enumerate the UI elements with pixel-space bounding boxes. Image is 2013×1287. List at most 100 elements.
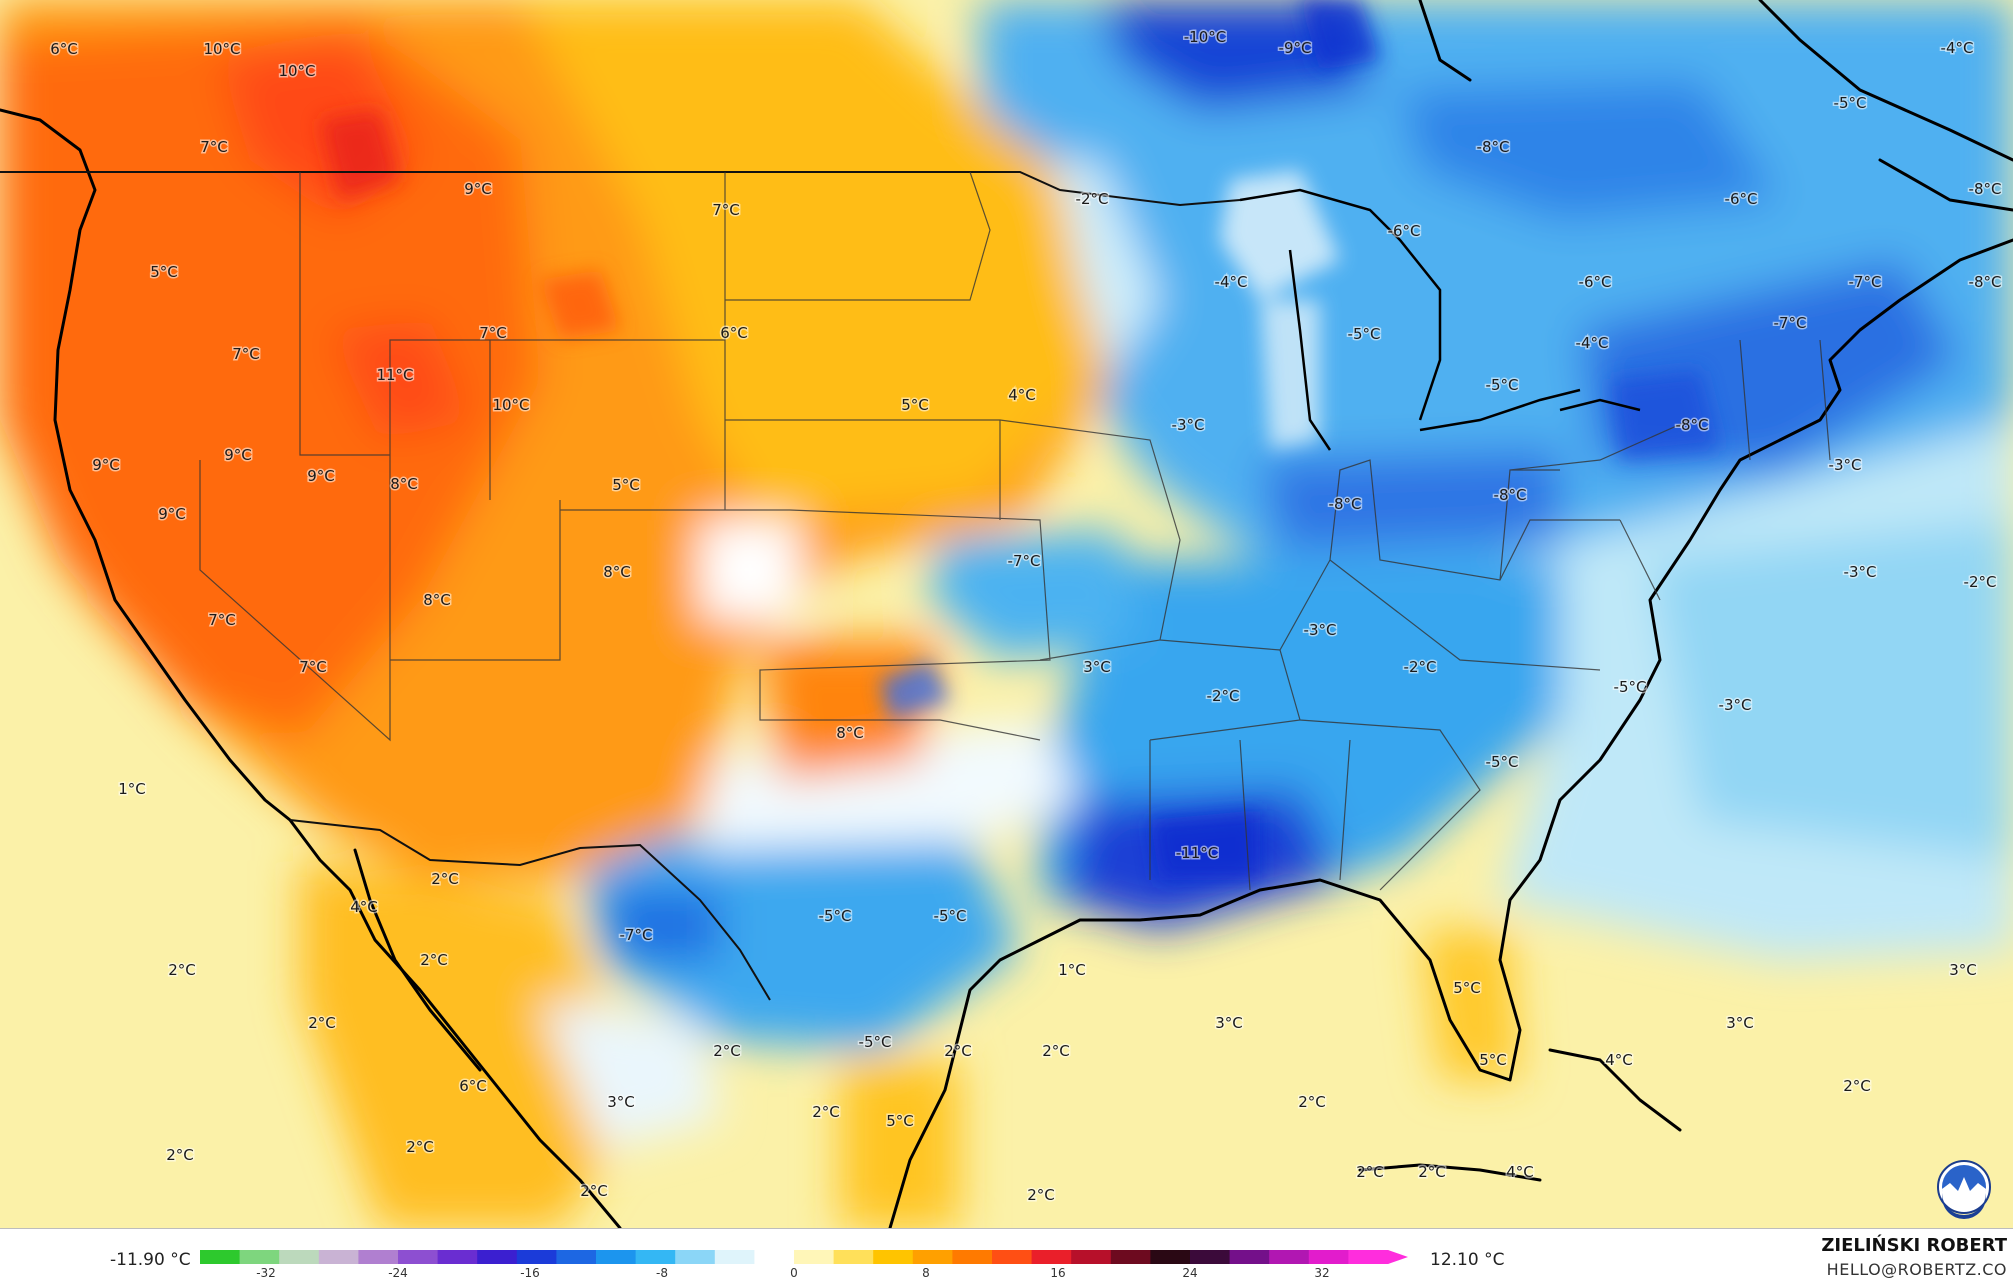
color-scale-segment [1190, 1250, 1231, 1264]
legend-footer: -11.90 °C -32 -24 -16 -8 0 8 16 24 32 12.10 °C Z… [0, 1228, 2013, 1287]
color-scale-segment [516, 1250, 557, 1264]
temperature-label-halo: 7°C [299, 658, 327, 676]
temperature-label: 4°C [350, 898, 378, 916]
temperature-label-halo: 5°C [612, 476, 640, 494]
temperature-label: -4°C [1941, 39, 1974, 57]
temperature-label: 9°C [224, 446, 252, 464]
temperature-label-halo: 5°C [886, 1112, 914, 1130]
temperature-label-halo: 2°C [406, 1138, 434, 1156]
temperature-label-halo: 2°C [1418, 1163, 1446, 1181]
temperature-label: 5°C [612, 476, 640, 494]
temperature-label: -10°C [1184, 28, 1226, 46]
color-scale-tick-label: 0 [790, 1266, 798, 1280]
temperature-label-halo: 6°C [720, 324, 748, 342]
temperature-label-halo: 1°C [118, 780, 146, 798]
color-scale-segment [1348, 1250, 1389, 1264]
temperature-label: -5°C [1348, 325, 1381, 343]
temperature-label: 2°C [308, 1014, 336, 1032]
color-scale-tick-label: 16 [1050, 1266, 1065, 1280]
temperature-label: -5°C [859, 1033, 892, 1051]
temperature-label: 7°C [299, 658, 327, 676]
temperature-label: 11°C [376, 366, 413, 384]
temperature-label-halo: -4°C [1941, 39, 1974, 57]
temperature-label: -3°C [1304, 621, 1337, 639]
color-scale-tick-label: -24 [388, 1266, 408, 1280]
temperature-label: -4°C [1576, 334, 1609, 352]
color-scale-segment [794, 1250, 835, 1264]
temperature-label: 2°C [1027, 1186, 1055, 1204]
color-scale-segment [952, 1250, 993, 1264]
temperature-label: -8°C [1969, 180, 2002, 198]
temperature-label-halo: -3°C [1304, 621, 1337, 639]
temperature-label-halo: -6°C [1579, 273, 1612, 291]
color-scale-segment [1308, 1250, 1349, 1264]
temperature-label-halo: 3°C [1726, 1014, 1754, 1032]
temperature-label: -2°C [1076, 190, 1109, 208]
temperature-label: 10°C [492, 396, 529, 414]
temperature-label: -2°C [1404, 658, 1437, 676]
temperature-label-halo: 11°C [376, 366, 413, 384]
temperature-label-halo: -8°C [1477, 138, 1510, 156]
temperature-label-halo: -2°C [1076, 190, 1109, 208]
temperature-label: 8°C [390, 475, 418, 493]
temperature-label-halo: -10°C [1184, 28, 1226, 46]
temperature-label-halo: -6°C [1388, 222, 1421, 240]
temperature-label-halo: -5°C [1614, 678, 1647, 696]
temperature-label-halo: 2°C [713, 1042, 741, 1060]
temperature-label-halo: -8°C [1329, 495, 1362, 513]
color-scale-tick-label: -32 [256, 1266, 276, 1280]
color-scale-segment [437, 1250, 478, 1264]
temperature-label: -6°C [1725, 190, 1758, 208]
temperature-label: -4°C [1215, 273, 1248, 291]
temperature-label-halo: 4°C [1506, 1163, 1534, 1181]
temperature-label: -11°C [1176, 844, 1218, 862]
temperature-label: 9°C [158, 505, 186, 523]
temperature-label: -3°C [1844, 563, 1877, 581]
temperature-label-halo: -8°C [1969, 273, 2002, 291]
us-border [0, 171, 1241, 1001]
temperature-label-halo: 2°C [944, 1042, 972, 1060]
color-scale-tick-label: -16 [520, 1266, 540, 1280]
temperature-label: 2°C [1356, 1163, 1384, 1181]
temperature-label: -2°C [1964, 573, 1997, 591]
temperature-label: -9°C [1279, 39, 1312, 57]
temperature-label-halo: 9°C [307, 467, 335, 485]
color-scale-segment [992, 1250, 1033, 1264]
temperature-label: -5°C [1486, 376, 1519, 394]
temperature-label-halo: 2°C [420, 951, 448, 969]
temperature-label-halo: -6°C [1725, 190, 1758, 208]
temperature-label: -7°C [1849, 273, 1882, 291]
temperature-label: 2°C [406, 1138, 434, 1156]
state-borders [199, 171, 1831, 891]
temperature-label: -7°C [620, 926, 653, 944]
temperature-label: 10°C [203, 40, 240, 58]
temperature-label: -3°C [1172, 416, 1205, 434]
temperature-label: 2°C [944, 1042, 972, 1060]
temperature-label: 9°C [92, 456, 120, 474]
temperature-label-halo: 10°C [203, 40, 240, 58]
temperature-label-halo: 2°C [1027, 1186, 1055, 1204]
color-scale-bar: -32 -24 -16 -8 0 8 16 24 32 [200, 1250, 1408, 1280]
temperature-label: 2°C [166, 1146, 194, 1164]
temperature-label: 7°C [479, 324, 507, 342]
color-scale-segment [912, 1250, 953, 1264]
temperature-label: 2°C [1843, 1077, 1871, 1095]
color-scale-segment [1229, 1250, 1270, 1264]
temperature-label-halo: 7°C [232, 345, 260, 363]
temperature-label-halo: 3°C [1215, 1014, 1243, 1032]
temperature-label-halo: -11°C [1176, 844, 1218, 862]
temperature-label-halo: 8°C [836, 724, 864, 742]
temperature-label-halo: 5°C [1453, 979, 1481, 997]
temperature-label: 2°C [1042, 1042, 1070, 1060]
color-scale-segment [279, 1250, 320, 1264]
temperature-label-halo: 10°C [492, 396, 529, 414]
temperature-label: 3°C [1215, 1014, 1243, 1032]
temperature-label-halo: 6°C [459, 1077, 487, 1095]
color-scale-segment [239, 1250, 280, 1264]
temperature-label: -5°C [1614, 678, 1647, 696]
temperature-label-halo: 8°C [390, 475, 418, 493]
temperature-label-halo: 9°C [92, 456, 120, 474]
color-scale-segment [873, 1250, 914, 1264]
temperature-label: 6°C [720, 324, 748, 342]
color-scale-segment [556, 1250, 597, 1264]
